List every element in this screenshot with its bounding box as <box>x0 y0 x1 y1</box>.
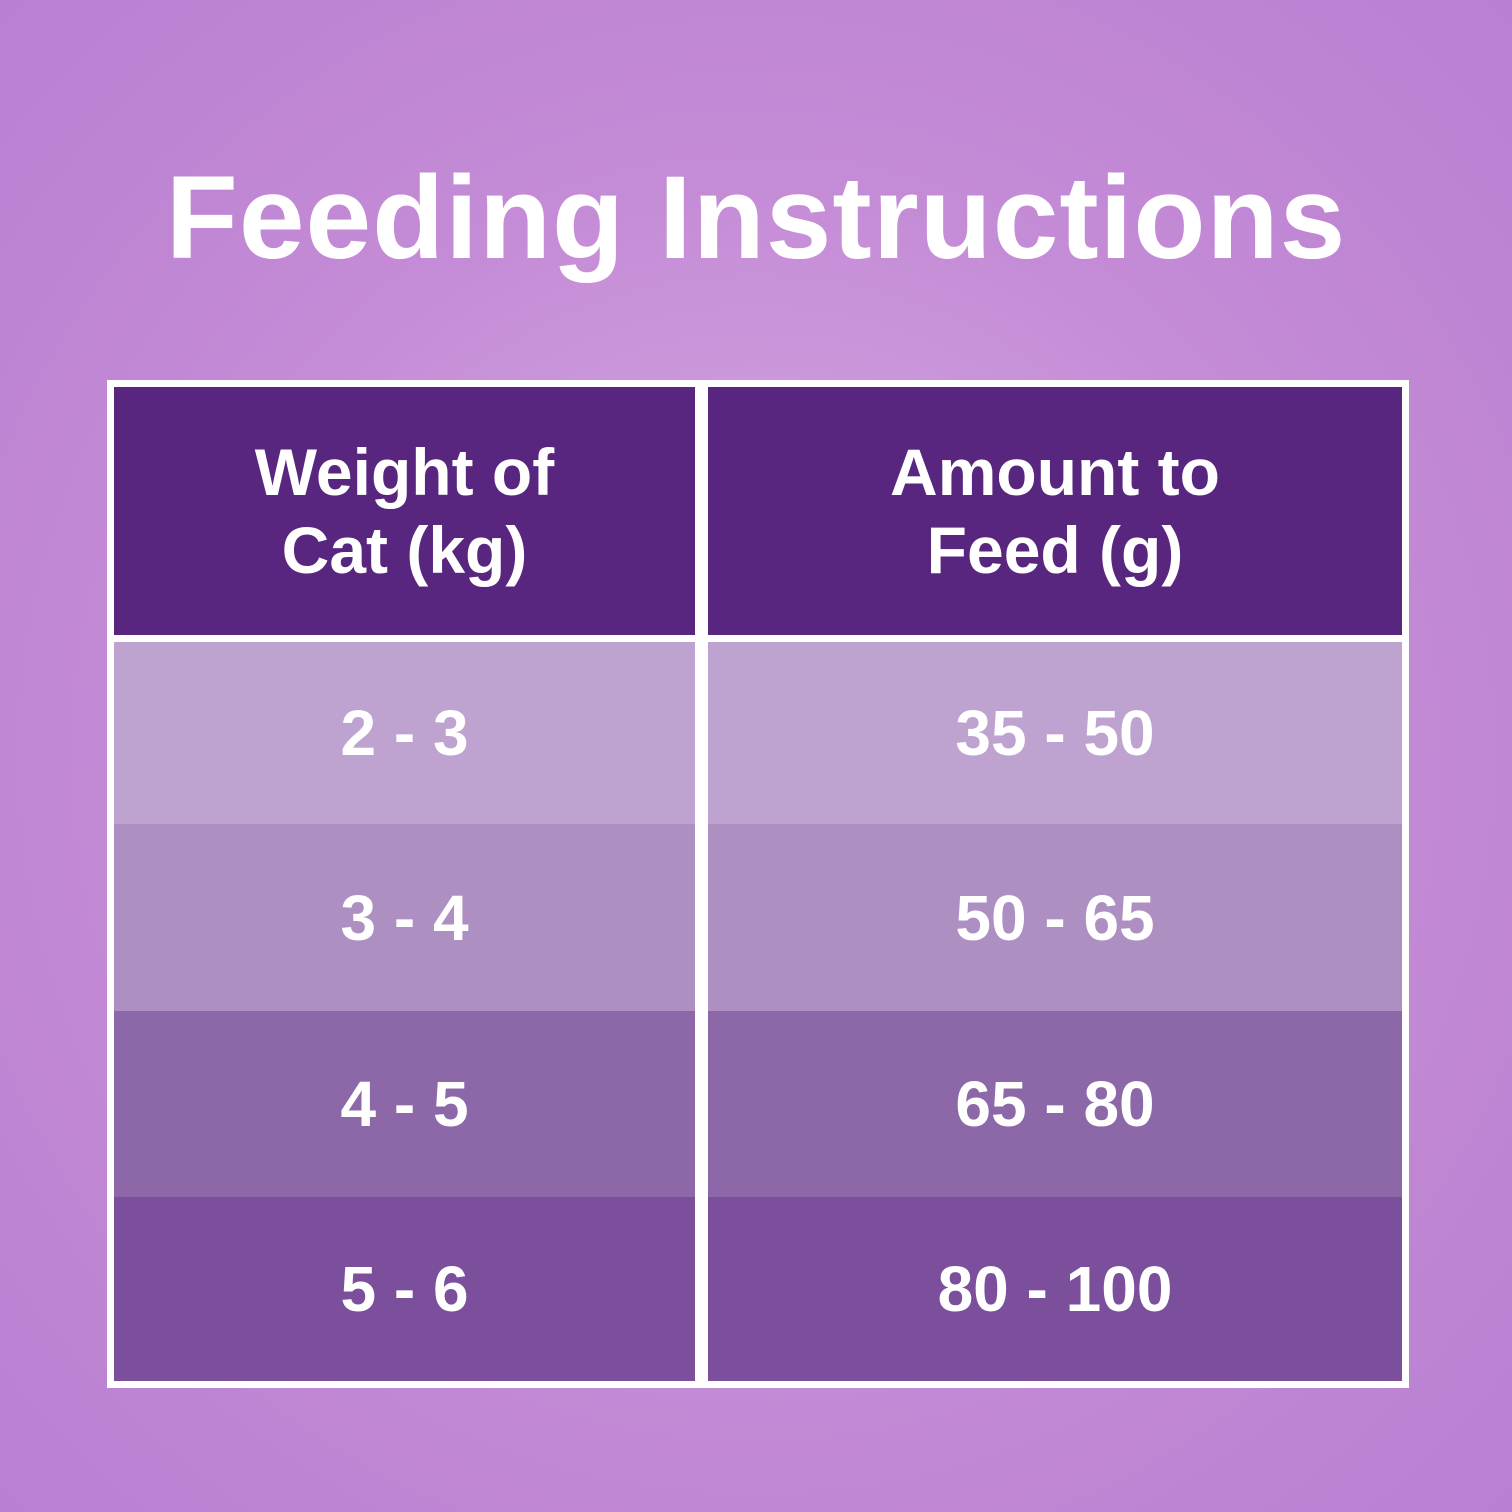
header-amount: Amount to Feed (g) <box>708 387 1402 635</box>
table-header: Weight of Cat (kg) Amount to Feed (g) <box>114 387 1402 635</box>
header-weight: Weight of Cat (kg) <box>114 387 695 635</box>
page-title: Feeding Instructions <box>165 152 1347 284</box>
amount-cell: 35 - 50 <box>708 642 1402 824</box>
feeding-table: Weight of Cat (kg) Amount to Feed (g) 2 … <box>107 380 1409 1388</box>
amount-cell: 80 - 100 <box>708 1197 1402 1381</box>
weight-cell: 3 - 4 <box>114 824 695 1011</box>
table-row: 4 - 5 65 - 80 <box>114 1011 1402 1197</box>
table-row: 5 - 6 80 - 100 <box>114 1197 1402 1381</box>
weight-cell: 2 - 3 <box>114 642 695 824</box>
amount-cell: 50 - 65 <box>708 824 1402 1011</box>
weight-cell: 4 - 5 <box>114 1011 695 1197</box>
weight-cell: 5 - 6 <box>114 1197 695 1381</box>
table-row: 3 - 4 50 - 65 <box>114 824 1402 1011</box>
amount-cell: 65 - 80 <box>708 1011 1402 1197</box>
table-row: 2 - 3 35 - 50 <box>114 642 1402 824</box>
